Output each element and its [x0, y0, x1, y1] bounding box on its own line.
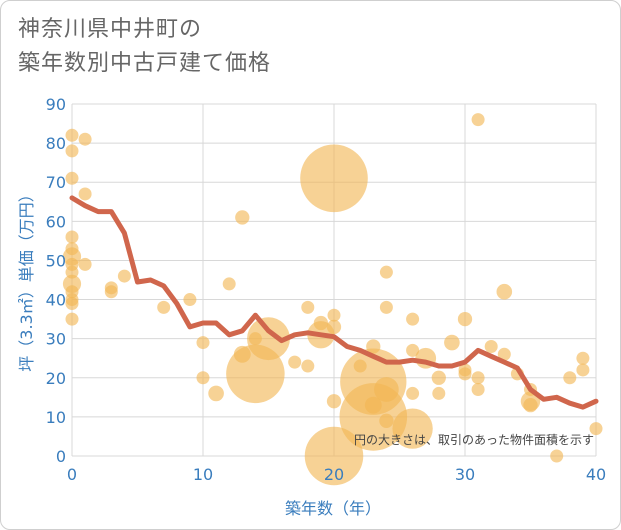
bubble-point: [157, 300, 171, 314]
bubble-point: [444, 334, 460, 351]
chart-title-line-2: 築年数別中古戸建て価格: [18, 51, 272, 76]
bubble-point: [65, 230, 79, 244]
bubble-point: [222, 277, 236, 291]
bubble-point: [497, 347, 511, 361]
bubble-point: [563, 371, 577, 385]
bubble-point: [471, 113, 485, 127]
bubble-point: [379, 265, 393, 279]
bubble-point: [406, 386, 420, 400]
bubble-point: [576, 363, 590, 377]
trend-line: [69, 195, 599, 410]
x-tick-label: 10: [193, 465, 213, 484]
bubble-point: [65, 312, 79, 326]
bubble-point: [196, 336, 210, 350]
bubble-point: [78, 132, 92, 146]
bubble-point: [235, 210, 250, 225]
bubble-point: [432, 386, 446, 400]
bubble-point: [117, 269, 131, 283]
bubble-point: [183, 293, 197, 307]
bubble-point: [65, 144, 79, 158]
bubble-point: [431, 370, 446, 385]
y-tick-label: 90: [46, 95, 66, 114]
bubble-point: [327, 308, 341, 322]
bubble-point: [550, 449, 564, 463]
bubble-point: [301, 300, 315, 314]
bubble-size-note: 円の大きさは、取引のあった物件面積を示す: [354, 432, 594, 447]
bubble-point: [78, 257, 92, 271]
y-axis-title: 坪（3.3㎡）単価（万円）: [17, 186, 36, 371]
x-axis-title: 築年数（年）: [285, 499, 381, 518]
bubble-point: [247, 317, 290, 361]
bubble-point: [208, 385, 224, 402]
bubble-point: [300, 144, 368, 213]
bubble-point: [471, 371, 485, 385]
bubble-point: [104, 285, 118, 299]
bubble-point: [392, 408, 433, 449]
bubble-point: [379, 413, 394, 428]
y-tick-label: 0: [56, 447, 66, 466]
bubble-point: [484, 339, 498, 353]
chart-title-line-1: 神奈川県中井町の: [18, 17, 203, 42]
y-tick-label: 40: [46, 291, 66, 310]
y-tick-label: 20: [46, 369, 66, 388]
bubble-point: [326, 394, 342, 409]
bubble-point: [406, 312, 420, 326]
bubbles: [62, 113, 603, 486]
bubble-point: [406, 343, 420, 357]
bubble-point: [496, 283, 513, 300]
bubble-point: [374, 377, 399, 402]
y-tick-label: 30: [46, 330, 66, 349]
x-tick-label: 30: [455, 465, 475, 484]
bubble-point: [458, 367, 472, 381]
tick-labels: 0 10 20 30 40 50 60 70 80 90 0 10 20 30 40: [46, 95, 607, 484]
y-tick-label: 80: [46, 134, 66, 153]
bubble-point: [65, 171, 79, 185]
bubble-point: [196, 371, 210, 385]
x-tick-label: 20: [324, 465, 344, 484]
bubble-point: [301, 359, 315, 373]
bubble-point: [326, 319, 342, 335]
bubble-point: [589, 422, 603, 436]
y-tick-label: 70: [46, 173, 66, 192]
x-tick-label: 0: [67, 465, 77, 484]
bubble-point: [471, 383, 485, 397]
bubble-point: [379, 300, 393, 314]
bubble-point: [457, 311, 473, 327]
bubble-point: [523, 398, 538, 413]
bubble-point: [78, 187, 92, 201]
bubble-point: [576, 351, 590, 365]
x-tick-label: 40: [586, 465, 606, 484]
bubble-point: [288, 355, 302, 369]
bubble-point: [65, 128, 79, 142]
chart-title: 神奈川県中井町の 築年数別中古戸建て価格: [18, 13, 578, 81]
bubble-point: [65, 296, 79, 310]
bubble-point: [304, 426, 364, 486]
y-tick-label: 60: [46, 212, 66, 231]
y-tick-label: 50: [46, 251, 66, 270]
y-tick-label: 10: [46, 408, 66, 427]
